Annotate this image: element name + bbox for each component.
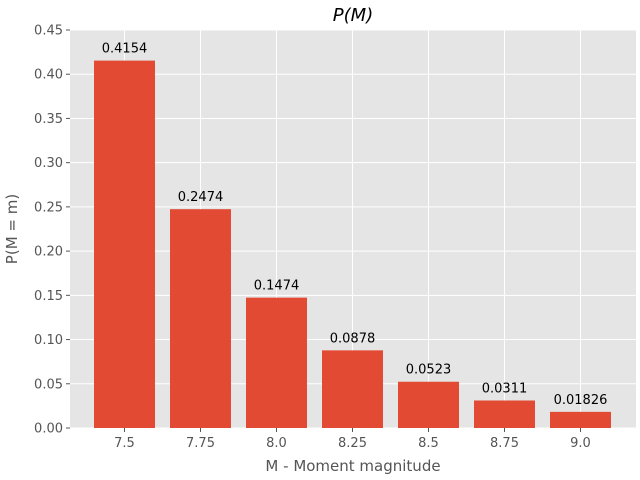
- x-tick-label: 8.0: [266, 436, 287, 451]
- bar-8-25: [322, 350, 383, 428]
- bar-value-label: 0.1474: [254, 279, 300, 294]
- y-axis-ticks: 0.00 0.05 0.10 0.15 0.20 0.25 0.30 0.35 0.40 0.45: [34, 24, 70, 437]
- bar-7-75: [170, 209, 231, 428]
- y-tick-label: 0.10: [34, 333, 63, 348]
- y-axis-label: P(M = m): [3, 194, 21, 264]
- bar-value-label: 0.2474: [178, 190, 224, 205]
- y-tick-label: 0.15: [34, 289, 63, 304]
- bar-9-0: [550, 411, 611, 428]
- bar-8-5: [398, 381, 459, 428]
- bar-value-label: 0.0311: [482, 381, 528, 396]
- bars: [94, 60, 611, 428]
- bar-7-5: [94, 60, 155, 428]
- chart-title: P(M): [333, 5, 373, 26]
- y-tick-label: 0.00: [34, 422, 63, 437]
- x-tick-label: 7.75: [186, 436, 215, 451]
- x-tick-label: 8.5: [418, 436, 439, 451]
- y-tick-label: 0.30: [34, 156, 63, 171]
- bar-value-label: 0.0878: [330, 331, 376, 346]
- x-axis-label: M - Moment magnitude: [265, 457, 440, 475]
- y-tick-label: 0.40: [34, 68, 63, 83]
- y-tick-label: 0.35: [34, 112, 63, 127]
- bar-value-label: 0.4154: [102, 42, 148, 57]
- y-tick-label: 0.05: [34, 377, 63, 392]
- x-tick-label: 8.25: [338, 436, 367, 451]
- x-axis-ticks: 7.5 7.75 8.0 8.25 8.5 8.75 9.0: [114, 428, 591, 451]
- bar-value-labels: 0.4154 0.2474 0.1474 0.0878 0.0523 0.0311 0.01…: [102, 42, 608, 408]
- y-tick-label: 0.45: [34, 24, 63, 39]
- bar-8-75: [474, 400, 535, 428]
- bar-8-0: [246, 297, 307, 428]
- bar-value-label: 0.0523: [406, 363, 452, 378]
- bar-value-label: 0.01826: [554, 393, 608, 408]
- y-tick-label: 0.25: [34, 200, 63, 215]
- x-tick-label: 8.75: [490, 436, 519, 451]
- x-tick-label: 9.0: [570, 436, 591, 451]
- y-tick-label: 0.20: [34, 245, 63, 260]
- x-tick-label: 7.5: [114, 436, 135, 451]
